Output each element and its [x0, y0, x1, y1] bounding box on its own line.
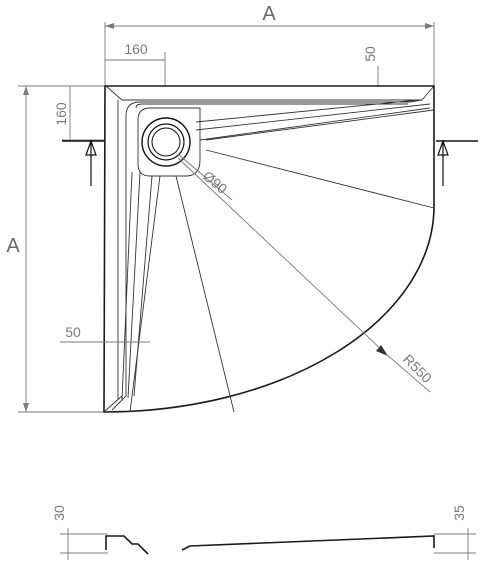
tray-profile: [60, 528, 476, 560]
dimension-160-vertical-label: 160: [53, 102, 69, 126]
dimension-35-label: 35: [451, 505, 467, 521]
dimension-diameter: [177, 153, 233, 201]
section-marker-right: [436, 139, 478, 186]
dimension-a-left: [18, 85, 105, 413]
dimension-a-top: [104, 22, 435, 86]
tray-plan: [103, 85, 435, 413]
section-marker-left: [62, 139, 104, 186]
dimension-50-top-label: 50: [362, 46, 378, 62]
dimension-50-side-label: 50: [65, 324, 81, 340]
dimension-30-label: 30: [51, 505, 67, 521]
dimension-160-horizontal-label: 160: [124, 41, 148, 57]
dimension-radius: [177, 157, 431, 393]
drain-icon: [141, 117, 191, 167]
dimension-a-top-label: A: [262, 3, 276, 25]
dimension-a-left-label: A: [6, 235, 20, 257]
tray-outline: [103, 85, 435, 413]
